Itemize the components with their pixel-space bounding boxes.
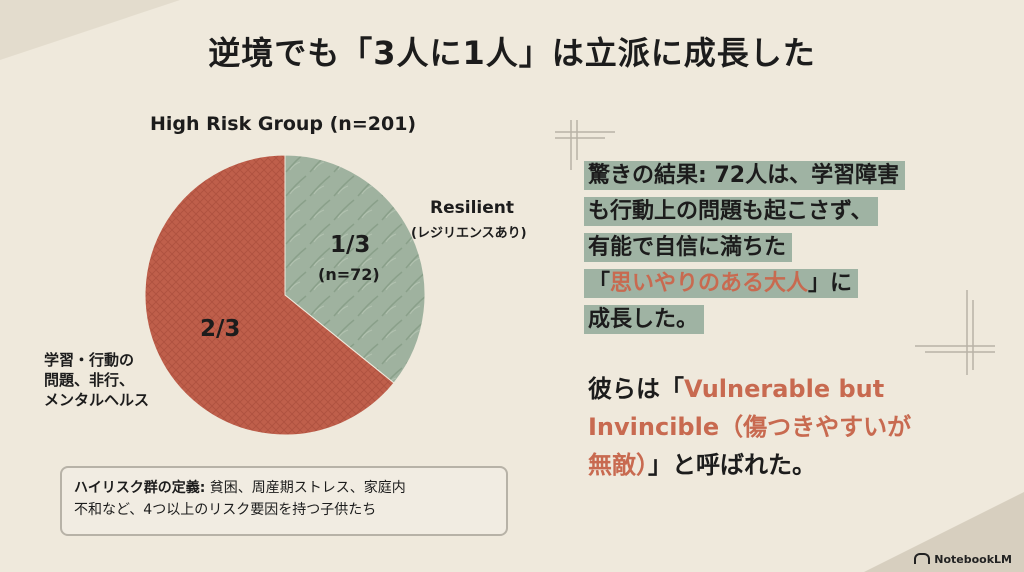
risk-outcome-line-2: 問題、非行、 — [44, 371, 135, 389]
definition-text-2: 不和など、4つ以上のリスク要因を持つ子供たち — [74, 502, 377, 518]
quote-suffix: 」と呼ばれた。 — [648, 451, 816, 479]
slide-title: 逆境でも「3人に1人」は立派に成長した — [208, 34, 816, 72]
chart-title: High Risk Group (n=201) — [150, 113, 417, 135]
definition-box: ハイリスク群の定義: 貧困、周産期ストレス、家庭内 不和など、4つ以上のリスク要… — [60, 466, 508, 536]
finding-line-1: 驚きの結果: 72人は、学習障害 — [584, 161, 906, 190]
finding-line-3: 有能で自信に満ちた — [584, 233, 793, 262]
definition-label: ハイリスク群の定義: — [74, 480, 206, 496]
resilient-count-label: (n=72) — [318, 265, 380, 284]
resilient-sublabel: (レジリエンスあり) — [411, 226, 527, 241]
pie-slice-at-risk — [144, 154, 395, 436]
paper-corner-bottom-right — [864, 492, 1024, 572]
risk-fraction-label: 2/3 — [200, 316, 241, 342]
pie-chart — [144, 154, 426, 436]
finding-accent: 思いやりのある大人 — [610, 271, 809, 296]
quote-accent-3: 無敵） — [588, 451, 648, 479]
key-finding: 驚きの結果: 72人は、学習障害 も行動上の問題も起こさず、 有能で自信に満ちた… — [584, 158, 906, 338]
definition-text-1: 貧困、周産期ストレス、家庭内 — [205, 480, 406, 496]
resilient-fraction-label: 1/3 — [330, 232, 371, 258]
risk-outcome-line-1: 学習・行動の — [44, 351, 135, 369]
risk-outcome-line-3: メンタルヘルス — [44, 391, 150, 409]
decorative-frame-lines — [555, 120, 995, 375]
quote-accent-2: Invincible（傷つきやすいが — [588, 413, 912, 441]
pie-slice-resilient — [284, 154, 426, 384]
finding-line-2: も行動上の問題も起こさず、 — [584, 197, 879, 226]
quote-accent-1: Vulnerable but — [684, 375, 885, 403]
quote-prefix: 彼らは「 — [588, 375, 684, 403]
paper-corner-top-left — [0, 0, 180, 60]
notebooklm-brand: NotebookLM — [914, 553, 1012, 566]
risk-outcome-label: 学習・行動の 問題、非行、 メンタルヘルス — [44, 350, 149, 410]
finding-line-5: 成長した。 — [584, 305, 705, 334]
resilient-label: Resilient — [430, 198, 514, 218]
notebook-icon — [914, 553, 931, 564]
vulnerable-quote: 彼らは「Vulnerable but Invincible（傷つきやすいが 無敵… — [588, 370, 911, 484]
finding-line-4: 「思いやりのある大人」に — [584, 269, 859, 298]
